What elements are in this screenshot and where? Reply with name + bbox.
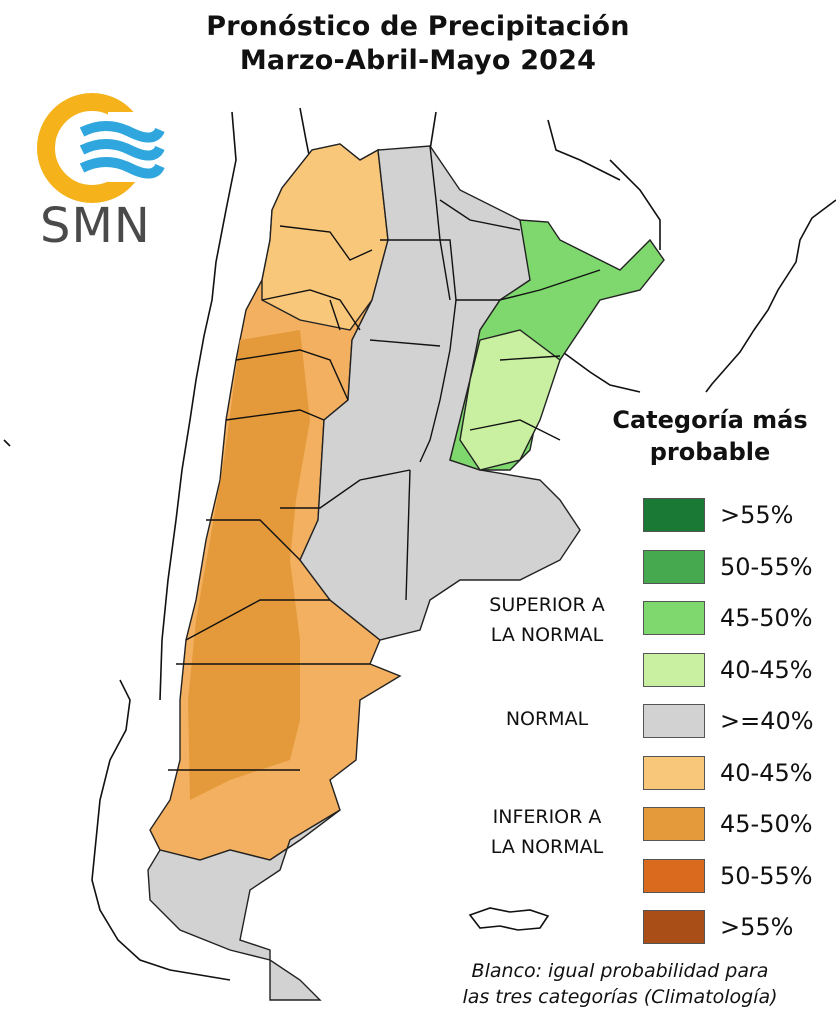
legend-title-line2: probable <box>649 438 771 466</box>
legend-label: >55% <box>720 501 794 529</box>
category-above-line1: SUPERIOR A <box>489 594 605 616</box>
malvinas-islands <box>468 907 550 931</box>
map-title-line2: Marzo-Abril-Mayo 2024 <box>239 45 597 76</box>
legend-label: 40-45% <box>720 759 813 787</box>
province-boundaries <box>168 145 601 771</box>
smn-logo-icon <box>37 93 166 203</box>
legend-swatch <box>643 756 705 790</box>
climatology-note: Blanco: igual probabilidad para las tres… <box>420 958 820 1010</box>
legend-swatch <box>643 653 705 687</box>
legend-label: >55% <box>720 913 794 941</box>
legend-swatch <box>643 910 705 944</box>
argentina-regions <box>147 143 665 1001</box>
legend-swatch <box>643 807 705 841</box>
legend-label: 40-45% <box>720 656 813 684</box>
smn-logo-text: SMN <box>40 198 151 254</box>
category-normal: NORMAL <box>505 708 589 730</box>
legend-swatch <box>643 704 705 738</box>
legend-swatch <box>643 601 705 635</box>
note-line2: las tres categorías (Climatología) <box>462 986 778 1008</box>
legend-swatch <box>643 859 705 893</box>
legend-swatch <box>643 498 705 532</box>
legend-label: 50-55% <box>720 862 813 890</box>
legend-title-line1: Categoría más <box>612 406 808 434</box>
legend-label: 45-50% <box>720 810 813 838</box>
legend-title: Categoría más probable <box>600 404 820 468</box>
note-line1: Blanco: igual probabilidad para <box>471 960 769 982</box>
legend-label: >=40% <box>720 707 814 735</box>
category-above-line2: LA NORMAL <box>490 624 604 646</box>
legend-label: 45-50% <box>720 604 813 632</box>
category-below-line1: INFERIOR A <box>492 806 602 828</box>
legend-label: 50-55% <box>720 553 813 581</box>
neighbor-borders <box>3 107 836 981</box>
map-title-line1: Pronóstico de Precipitación <box>206 11 630 42</box>
legend-swatch <box>643 550 705 584</box>
category-below-line2: LA NORMAL <box>490 836 604 858</box>
